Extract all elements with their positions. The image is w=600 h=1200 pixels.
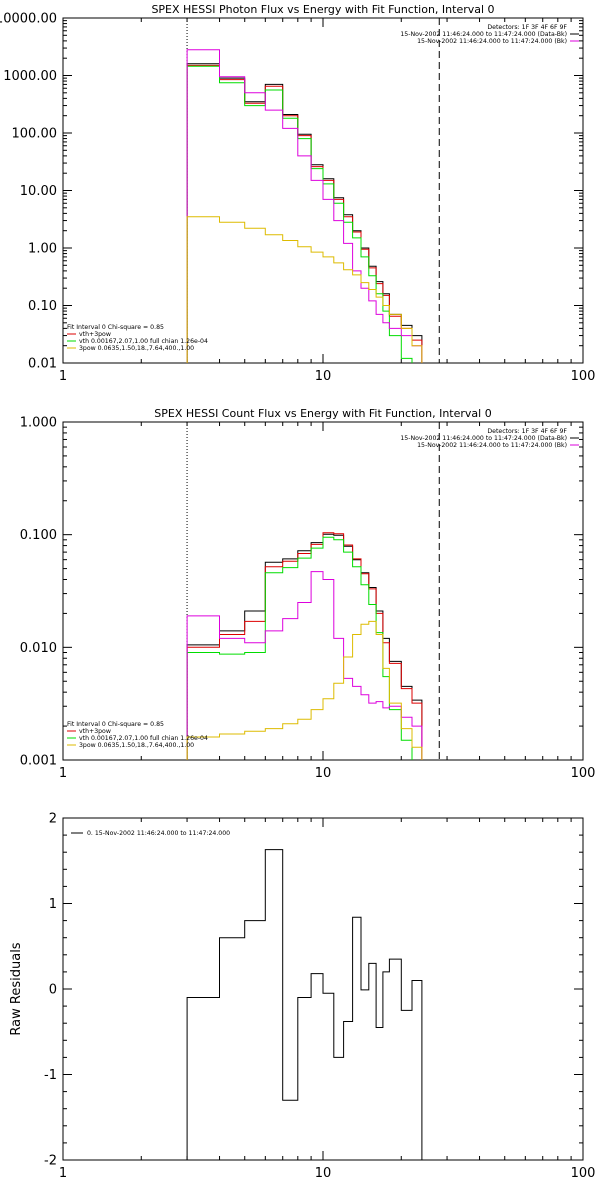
x-axis: 1 10 100: [59, 422, 596, 781]
series-magenta-line: [186, 571, 423, 760]
y-tick-label: 0.010: [20, 641, 57, 656]
y-tick-label: 2: [49, 812, 57, 827]
header-line: 15-Nov-2002 11:46:24.000 to 11:47:24.000…: [417, 442, 567, 449]
x-tick-label: 10: [315, 766, 332, 781]
x-tick-label: 100: [571, 1166, 596, 1181]
legend-entry: vth 0.00167,2.07,1.00 full chian 1.26e-0…: [79, 735, 208, 742]
y-tick-label: 0: [49, 983, 57, 998]
chart-panel-3: Raw Residuals 1 10 100 -2 -1 0 1 2 0. 15-Nov-2002…: [9, 812, 595, 1182]
x-tick-label: 1: [59, 766, 67, 781]
legend-entry: 3pow 0.0635,1.50,18.,7.64,400.,1.00: [79, 742, 194, 749]
header-line: Detectors: 1F 3F 4F 6F 9F: [487, 428, 567, 435]
y-axis: 0.001 0.010 0.100 1.000: [20, 416, 583, 769]
x-axis: 1 10 100: [59, 818, 596, 1181]
header-line: Detectors: 1F 3F 4F 6F 9F: [487, 24, 567, 31]
legend-entry: vth 0.00167,2.07,1.00 full chian 1.26e-0…: [79, 338, 208, 345]
series-green-line: [186, 536, 413, 760]
x-tick-label: 100: [571, 369, 596, 384]
y-axis-label: Raw Residuals: [9, 942, 24, 1035]
legend-entry: vth+3pow: [79, 728, 111, 735]
series-group: [186, 49, 423, 363]
series-red-line: [186, 532, 423, 760]
series-yellow-line: [186, 620, 423, 760]
legend-entry: Fit Interval 0 Chi-square = 0.85: [67, 324, 164, 331]
series-red-line: [186, 64, 423, 363]
y-tick-label: 1: [49, 897, 57, 912]
y-axis: -2 -1 0 1 2: [44, 812, 583, 1169]
chart-title: SPEX HESSI Count Flux vs Energy with Fit…: [154, 407, 491, 420]
series-black-line: [186, 63, 423, 363]
x-axis: 1 10 100: [59, 18, 596, 384]
legend-entry: 0. 15-Nov-2002 11:46:24.000 to 11:47:24.…: [87, 830, 230, 837]
series-group: [186, 532, 423, 760]
header-line: 15-Nov-2002 11:46:24.000 to 11:47:24.000…: [400, 31, 567, 38]
y-tick-label: 10000.00: [0, 12, 57, 27]
x-tick-label: 100: [571, 766, 596, 781]
series-group: [186, 849, 423, 1160]
x-tick-label: 1: [59, 369, 67, 384]
y-tick-label: 0.10: [28, 299, 57, 314]
chart-panel-2: SPEX HESSI Count Flux vs Energy with Fit…: [20, 407, 596, 781]
y-axis: 0.01 0.10 1.00 10.00 100.00 1000.00 10000.00: [0, 12, 583, 372]
y-tick-label: 1.00: [28, 242, 57, 257]
y-tick-label: 10.00: [20, 184, 57, 199]
x-tick-label: 10: [315, 369, 332, 384]
legend-entry: Fit Interval 0 Chi-square = 0.85: [67, 721, 164, 728]
header-line: 15-Nov-2002 11:46:24.000 to 11:47:24.000…: [417, 38, 567, 45]
y-tick-label: 100.00: [12, 127, 58, 142]
x-tick-label: 10: [315, 1166, 332, 1181]
series-green-line: [186, 65, 413, 363]
y-tick-label: 0.100: [20, 528, 57, 543]
x-tick-label: 1: [59, 1166, 67, 1181]
header-line: 15-Nov-2002 11:46:24.000 to 11:47:24.000…: [400, 435, 567, 442]
y-tick-label: -2: [44, 1154, 57, 1169]
series-yellow-line: [186, 216, 423, 363]
y-tick-label: 1000.00: [3, 69, 57, 84]
y-tick-label: 1.000: [20, 416, 57, 431]
series-black-line: [186, 533, 423, 760]
legend-entry: vth+3pow: [79, 331, 111, 338]
y-tick-label: -1: [44, 1068, 57, 1083]
y-tick-label: 0.001: [20, 754, 57, 769]
chart-panel-1: SPEX HESSI Photon Flux vs Energy with Fi…: [0, 3, 595, 384]
series-magenta-line: [186, 49, 423, 363]
series-black-line: [186, 849, 423, 1160]
chart-title: SPEX HESSI Photon Flux vs Energy with Fi…: [151, 3, 494, 16]
y-tick-label: 0.01: [28, 357, 57, 372]
legend-entry: 3pow 0.0635,1.50,18.,7.64,400.,1.00: [79, 345, 194, 352]
